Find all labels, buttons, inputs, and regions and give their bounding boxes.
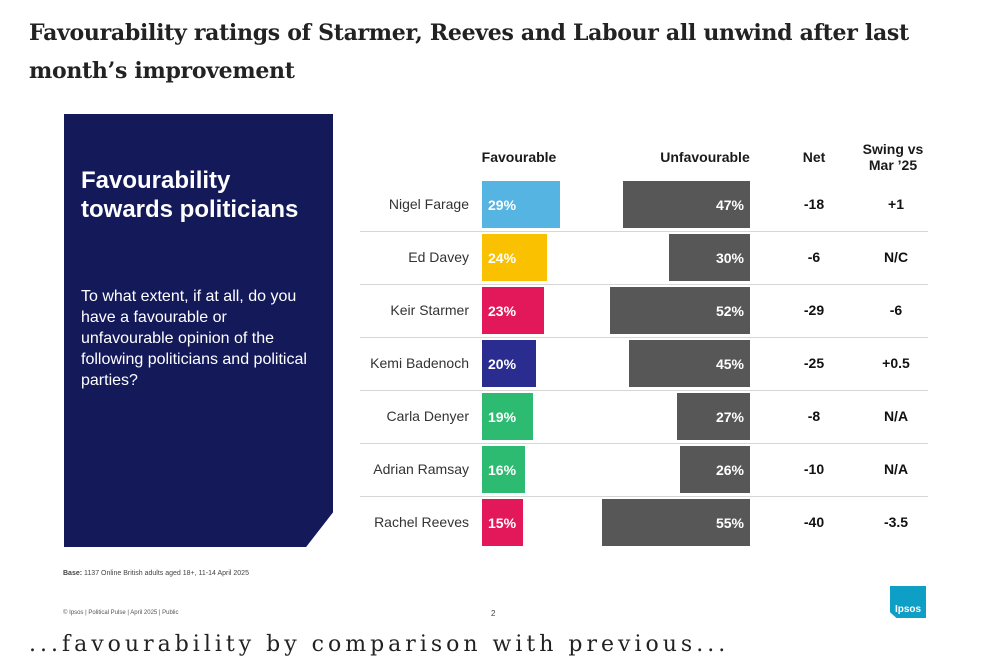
unfavourable-value-label: 27% bbox=[715, 408, 744, 425]
row-divider bbox=[360, 443, 928, 444]
favourable-value-label: 16% bbox=[488, 461, 517, 478]
row-divider bbox=[360, 231, 928, 232]
column-header-net: Net bbox=[802, 149, 826, 165]
row-label: Kemi Badenoch bbox=[370, 354, 469, 371]
swing-value: N/C bbox=[883, 248, 909, 265]
base-label: Base: bbox=[63, 570, 83, 577]
swing-value: -3.5 bbox=[883, 513, 909, 530]
swing-value: N/A bbox=[883, 460, 909, 477]
swing-value: -6 bbox=[889, 301, 903, 318]
favourable-value-label: 19% bbox=[488, 408, 517, 425]
ipsos-logo: Ipsos bbox=[890, 586, 926, 618]
unfavourable-bar: 27% bbox=[677, 393, 750, 440]
swing-value: N/A bbox=[883, 407, 909, 424]
page-headline: Favourability ratings of Starmer, Reeves… bbox=[29, 20, 909, 84]
favourable-value-label: 20% bbox=[488, 355, 517, 372]
row-divider bbox=[360, 284, 928, 285]
favourable-value-label: 24% bbox=[488, 249, 517, 266]
swing-value: +1 bbox=[888, 195, 904, 212]
unfavourable-bar: 30% bbox=[669, 234, 750, 281]
unfavourable-value-label: 47% bbox=[715, 196, 744, 213]
row-label: Nigel Farage bbox=[388, 195, 469, 212]
favourable-bar: 20% bbox=[482, 340, 536, 387]
base-text: 1137 Online British adults aged 18+, 11-… bbox=[84, 570, 249, 577]
unfavourable-value-label: 30% bbox=[715, 249, 744, 266]
unfavourable-value-label: 45% bbox=[715, 355, 744, 372]
title-panel: Favourability towards politicians To wha… bbox=[64, 114, 333, 547]
row-label: Keir Starmer bbox=[390, 301, 469, 318]
panel-title: Favourability towards politicians bbox=[81, 167, 299, 223]
favourable-bar: 15% bbox=[482, 499, 523, 546]
favourable-value-label: 23% bbox=[488, 302, 517, 319]
unfavourable-bar: 47% bbox=[623, 181, 750, 228]
net-value: -8 bbox=[807, 407, 821, 424]
article-text-cutoff: ...favourability by comparison with prev… bbox=[29, 632, 730, 657]
panel-question: To what extent, if at all, do you have a… bbox=[81, 288, 307, 389]
base-footnote: Base: 1137 Online British adults aged 18… bbox=[63, 570, 249, 577]
net-value: -25 bbox=[803, 354, 825, 371]
swing-value: +0.5 bbox=[882, 354, 910, 371]
unfavourable-bar: 55% bbox=[601, 499, 750, 546]
favourable-bar: 23% bbox=[482, 287, 545, 334]
net-value: -10 bbox=[803, 460, 825, 477]
unfavourable-bar: 45% bbox=[628, 340, 750, 387]
ipsos-logo-text: Ipsos bbox=[894, 604, 922, 615]
row-divider bbox=[360, 390, 928, 391]
favourable-value-label: 29% bbox=[488, 196, 517, 213]
net-value: -40 bbox=[803, 513, 825, 530]
page-number: 2 bbox=[491, 609, 496, 618]
row-divider bbox=[360, 337, 928, 338]
column-header-swing: Swing vs Mar ’25 bbox=[862, 141, 924, 173]
favourable-bar: 29% bbox=[482, 181, 561, 228]
row-label: Carla Denyer bbox=[386, 407, 469, 424]
favourable-bar: 19% bbox=[482, 393, 534, 440]
row-label: Rachel Reeves bbox=[374, 513, 469, 530]
row-label: Adrian Ramsay bbox=[373, 460, 469, 477]
row-label: Ed Davey bbox=[408, 248, 469, 265]
net-value: -29 bbox=[803, 301, 825, 318]
unfavourable-bar: 26% bbox=[679, 446, 750, 493]
unfavourable-value-label: 26% bbox=[715, 461, 744, 478]
unfavourable-bar: 52% bbox=[609, 287, 750, 334]
row-divider bbox=[360, 496, 928, 497]
unfavourable-value-label: 55% bbox=[715, 514, 744, 531]
column-header-unfavourable: Unfavourable bbox=[660, 149, 750, 165]
favourable-bar: 16% bbox=[482, 446, 526, 493]
net-value: -18 bbox=[803, 195, 825, 212]
net-value: -6 bbox=[807, 248, 821, 265]
favourable-value-label: 15% bbox=[488, 514, 517, 531]
column-header-favourable: Favourable bbox=[481, 149, 557, 165]
unfavourable-value-label: 52% bbox=[715, 302, 744, 319]
favourable-bar: 24% bbox=[482, 234, 547, 281]
footer-source: © Ipsos | Political Pulse | April 2025 |… bbox=[63, 610, 179, 616]
